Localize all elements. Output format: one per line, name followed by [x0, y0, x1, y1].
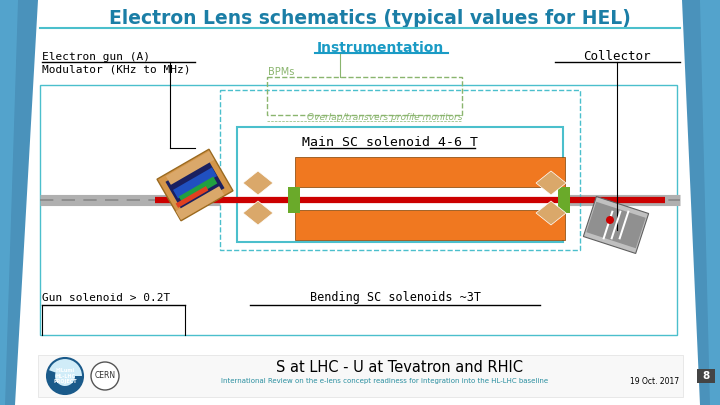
Polygon shape: [0, 0, 18, 405]
Text: Instrumentation: Instrumentation: [316, 41, 444, 55]
Bar: [220, 90, 580, 250]
Bar: [558, 187, 570, 213]
Polygon shape: [536, 171, 566, 195]
Text: HiLumi
HL-LHC
PROJECT: HiLumi HL-LHC PROJECT: [53, 368, 77, 384]
Polygon shape: [157, 149, 233, 221]
Bar: [295, 210, 565, 240]
Polygon shape: [583, 196, 649, 254]
Text: Main SC solenoid 4-6 T: Main SC solenoid 4-6 T: [302, 136, 478, 149]
Text: Gun solenoid > 0.2T: Gun solenoid > 0.2T: [42, 293, 170, 303]
Polygon shape: [179, 177, 217, 203]
Text: CERN: CERN: [94, 371, 116, 381]
Bar: [267, 77, 462, 115]
Polygon shape: [682, 0, 720, 405]
Polygon shape: [536, 201, 566, 225]
Bar: [288, 187, 300, 213]
Polygon shape: [243, 171, 273, 195]
Polygon shape: [700, 0, 720, 405]
Polygon shape: [586, 202, 646, 248]
Text: BPMs: BPMs: [268, 67, 294, 77]
Bar: [40, 85, 677, 335]
Text: International Review on the e-lens concept readiness for integration into the HL: International Review on the e-lens conce…: [222, 378, 549, 384]
Polygon shape: [603, 211, 613, 240]
Wedge shape: [47, 370, 83, 394]
Text: S at LHC - U at Tevatron and RHIC: S at LHC - U at Tevatron and RHIC: [276, 360, 523, 375]
Circle shape: [606, 216, 614, 224]
Circle shape: [47, 358, 83, 394]
Polygon shape: [611, 211, 621, 240]
Polygon shape: [173, 167, 217, 198]
Polygon shape: [0, 0, 38, 405]
Text: 8: 8: [703, 371, 710, 381]
Polygon shape: [243, 201, 273, 225]
Polygon shape: [176, 186, 224, 220]
Bar: [295, 157, 565, 187]
Text: Modulator (KHz to MHz): Modulator (KHz to MHz): [42, 65, 191, 75]
Text: Electron Lens schematics (typical values for HEL): Electron Lens schematics (typical values…: [109, 9, 631, 28]
Text: Overlap/transvers profile monitors: Overlap/transvers profile monitors: [307, 113, 463, 122]
Text: 19 Oct. 2017: 19 Oct. 2017: [631, 377, 680, 386]
Text: Bending SC solenoids ~3T: Bending SC solenoids ~3T: [310, 292, 480, 305]
Text: Electron gun (A): Electron gun (A): [42, 52, 150, 62]
Bar: [237, 127, 563, 242]
Bar: [38, 355, 683, 397]
Polygon shape: [176, 186, 208, 208]
Polygon shape: [618, 211, 629, 240]
Circle shape: [91, 362, 119, 390]
Text: Collector: Collector: [583, 49, 651, 62]
Bar: [697, 369, 715, 383]
Polygon shape: [166, 151, 214, 185]
Polygon shape: [166, 158, 225, 212]
